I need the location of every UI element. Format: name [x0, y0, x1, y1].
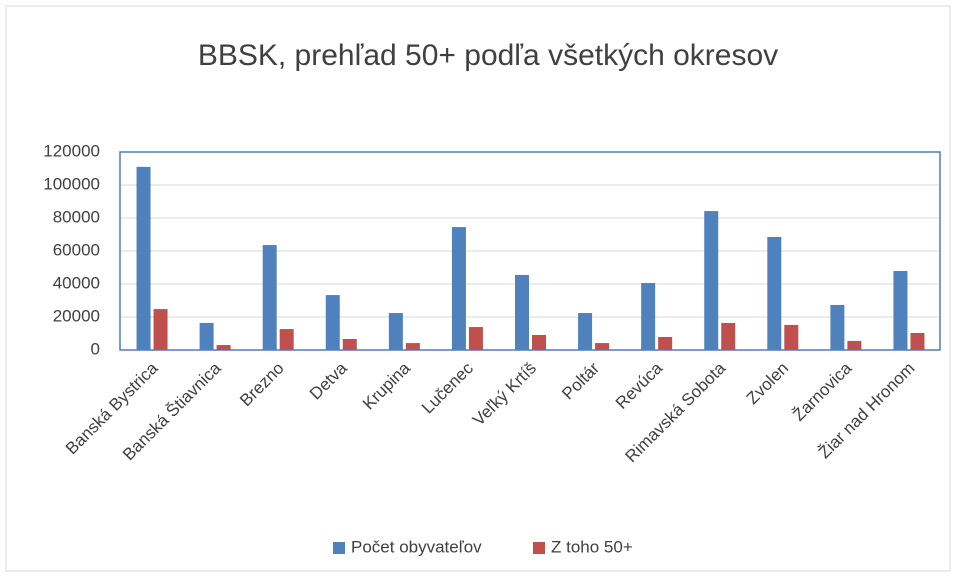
bar — [468, 327, 483, 350]
legend-swatch — [533, 542, 545, 554]
chart-title: BBSK, prehľad 50+ podľa všetkých okresov — [198, 39, 778, 72]
y-tick-label: 40000 — [53, 273, 100, 292]
bar — [704, 211, 719, 350]
y-tick-label: 100000 — [43, 174, 100, 193]
bar — [595, 343, 610, 350]
legend-label: Z toho 50+ — [551, 537, 633, 556]
bar — [893, 270, 908, 350]
bar — [262, 245, 277, 350]
chart-border — [5, 5, 951, 572]
y-tick-label: 80000 — [53, 207, 100, 226]
bar — [721, 322, 736, 350]
bar — [279, 329, 294, 350]
bar — [784, 324, 799, 350]
y-tick-label: 120000 — [43, 141, 100, 160]
y-tick-label: 60000 — [53, 240, 100, 259]
bar — [405, 343, 420, 350]
bar — [532, 334, 546, 350]
bar — [153, 309, 168, 350]
bar — [325, 295, 340, 350]
plot-area — [119, 151, 941, 351]
bar — [216, 345, 231, 350]
bar — [830, 304, 845, 350]
legend-swatch — [333, 542, 345, 554]
bar — [847, 340, 862, 350]
bar — [910, 333, 925, 350]
bar — [767, 236, 782, 350]
bar — [658, 336, 673, 350]
y-tick-label: 0 — [91, 339, 100, 358]
bar — [515, 274, 529, 350]
legend-label: Počet obyvateľov — [351, 537, 482, 556]
bar — [199, 322, 214, 350]
bar — [451, 227, 466, 350]
bar — [578, 313, 593, 350]
bar — [388, 313, 403, 350]
bar — [342, 338, 357, 350]
bar — [641, 283, 656, 350]
y-tick-label: 20000 — [53, 306, 100, 325]
bar — [136, 166, 151, 350]
